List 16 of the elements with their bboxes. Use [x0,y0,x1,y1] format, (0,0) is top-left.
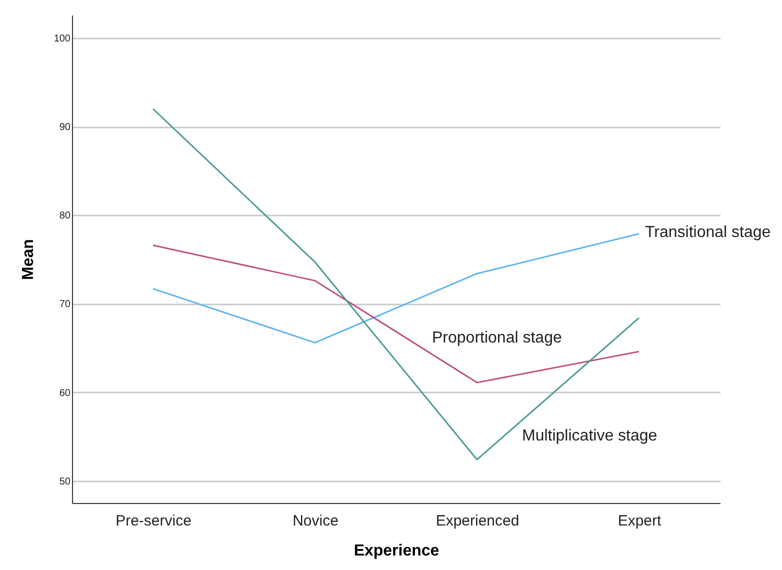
x-tick-label: Expert [618,512,662,530]
series-label: Proportional stage [432,330,562,347]
series-label: Transitional stage [645,224,771,241]
x-tick-label: Pre-service [116,512,192,530]
y-tick-label: 60 [59,388,71,399]
y-tick-label: 50 [59,476,71,488]
y-tick-label: 70 [59,299,71,310]
y-tick-label: 100 [54,34,71,45]
y-tick-label: 90 [59,122,71,134]
y-tick-label: 80 [59,210,71,222]
x-tick-label: Novice [292,512,338,530]
series-label: Multiplicative stage [522,428,658,445]
x-axis-title: Experience [354,542,440,560]
y-axis-title: Mean [20,239,37,280]
line-series [152,244,640,384]
x-tick-label: Experienced [436,512,520,530]
